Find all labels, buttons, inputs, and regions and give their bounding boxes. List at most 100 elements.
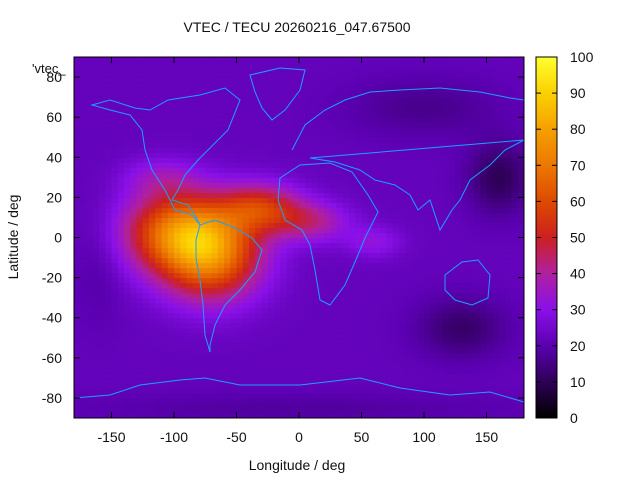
heatmap-cell xyxy=(449,387,456,394)
heatmap-cell xyxy=(92,137,100,143)
heatmap-cell xyxy=(149,102,156,108)
heatmap-cell xyxy=(311,302,319,309)
heatmap-cell xyxy=(342,197,350,203)
heatmap-cell xyxy=(292,262,300,269)
heatmap-cell xyxy=(124,332,131,339)
heatmap-cell xyxy=(124,142,131,148)
heatmap-cell xyxy=(192,267,200,274)
heatmap-cell xyxy=(161,302,169,309)
heatmap-cell xyxy=(167,287,175,294)
heatmap-cell xyxy=(355,387,363,394)
heatmap-cell xyxy=(499,152,506,158)
heatmap-cell xyxy=(230,137,238,143)
heatmap-cell xyxy=(442,257,450,264)
heatmap-cell xyxy=(355,117,363,123)
heatmap-cell xyxy=(317,162,325,168)
heatmap-cell xyxy=(455,102,463,108)
heatmap-cell xyxy=(505,287,513,294)
heatmap-cell xyxy=(99,67,106,73)
heatmap-cell xyxy=(517,212,524,219)
heatmap-cell xyxy=(236,407,244,414)
heatmap-cell xyxy=(399,347,406,354)
heatmap-cell xyxy=(461,337,469,344)
heatmap-cell xyxy=(436,117,444,123)
heatmap-cell xyxy=(74,332,81,339)
heatmap-cell xyxy=(286,232,294,239)
heatmap-cell xyxy=(505,402,513,409)
heatmap-cell xyxy=(142,217,150,224)
heatmap-cell xyxy=(361,117,369,123)
heatmap-cell xyxy=(124,407,131,414)
heatmap-cell xyxy=(486,212,494,219)
heatmap-cell xyxy=(361,367,369,374)
heatmap-cell xyxy=(180,102,188,108)
heatmap-cell xyxy=(405,317,413,324)
heatmap-cell xyxy=(280,157,288,163)
heatmap-cell xyxy=(442,167,450,173)
heatmap-cell xyxy=(130,192,138,198)
heatmap-cell xyxy=(74,167,81,173)
heatmap-cell xyxy=(292,302,300,309)
heatmap-cell xyxy=(486,227,494,234)
heatmap-cell xyxy=(280,382,288,389)
heatmap-cell xyxy=(399,297,406,304)
heatmap-cell xyxy=(74,407,81,414)
heatmap-cell xyxy=(392,152,400,158)
heatmap-cell xyxy=(480,122,488,128)
heatmap-cell xyxy=(311,127,319,133)
heatmap-cell xyxy=(186,137,194,143)
heatmap-cell xyxy=(511,397,519,404)
heatmap-cell xyxy=(405,112,413,118)
heatmap-cell xyxy=(124,327,131,334)
heatmap-cell xyxy=(317,257,325,264)
heatmap-cell xyxy=(305,97,313,103)
heatmap-cell xyxy=(111,152,119,158)
heatmap-cell xyxy=(461,257,469,264)
heatmap-cell xyxy=(436,97,444,103)
heatmap-cell xyxy=(442,352,450,359)
heatmap-cell xyxy=(492,112,500,118)
heatmap-cell xyxy=(180,97,188,103)
heatmap-cell xyxy=(461,237,469,244)
heatmap-cell xyxy=(142,147,150,153)
heatmap-cell xyxy=(430,402,438,409)
heatmap-cell xyxy=(324,272,331,279)
heatmap-cell xyxy=(174,247,181,254)
heatmap-cell xyxy=(205,317,213,324)
heatmap-cell xyxy=(230,172,238,178)
heatmap-cell xyxy=(111,302,119,309)
heatmap-cell xyxy=(199,187,206,193)
heatmap-cell xyxy=(124,212,131,219)
heatmap-cell xyxy=(174,412,181,418)
heatmap-cell xyxy=(199,257,206,264)
heatmap-cell xyxy=(286,407,294,414)
heatmap-cell xyxy=(505,117,513,123)
heatmap-cell xyxy=(511,247,519,254)
heatmap-cell xyxy=(324,392,331,399)
heatmap-cell xyxy=(417,92,425,98)
heatmap-cell xyxy=(130,382,138,389)
heatmap-cell xyxy=(424,177,431,183)
heatmap-cell xyxy=(249,392,256,399)
heatmap-cell xyxy=(99,252,106,259)
heatmap-cell xyxy=(105,267,113,274)
heatmap-cell xyxy=(436,232,444,239)
heatmap-cell xyxy=(155,152,163,158)
heatmap-cell xyxy=(236,227,244,234)
heatmap-cell xyxy=(242,247,250,254)
heatmap-cell xyxy=(461,212,469,219)
heatmap-cell xyxy=(430,277,438,284)
heatmap-cell xyxy=(167,372,175,379)
heatmap-cell xyxy=(411,217,419,224)
heatmap-cell xyxy=(424,332,431,339)
heatmap-cell xyxy=(117,397,125,404)
heatmap-cell xyxy=(149,257,156,264)
heatmap-cell xyxy=(486,312,494,319)
heatmap-cell xyxy=(342,407,350,414)
heatmap-cell xyxy=(367,272,375,279)
heatmap-cell xyxy=(411,107,419,113)
heatmap-cell xyxy=(305,297,313,304)
heatmap-cell xyxy=(505,252,513,259)
heatmap-cell xyxy=(142,237,150,244)
heatmap-cell xyxy=(467,72,475,78)
